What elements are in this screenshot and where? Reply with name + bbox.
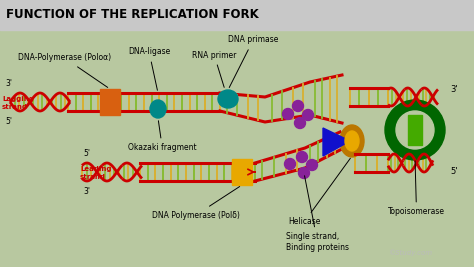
Bar — [0, 0, 474, 30]
Text: Leading
strand: Leading strand — [80, 166, 111, 180]
Ellipse shape — [345, 131, 359, 151]
Text: 5': 5' — [5, 117, 12, 127]
Ellipse shape — [150, 100, 166, 118]
Text: 3': 3' — [450, 85, 457, 95]
Text: ©Study.com: ©Study.com — [388, 250, 432, 256]
Circle shape — [292, 100, 303, 112]
Text: DNA primase: DNA primase — [228, 36, 278, 88]
Bar — [408, 115, 422, 145]
Bar — [232, 159, 252, 185]
Text: FUNCTION OF THE REPLICATION FORK: FUNCTION OF THE REPLICATION FORK — [6, 9, 259, 22]
Ellipse shape — [218, 90, 238, 108]
Circle shape — [283, 108, 293, 120]
Text: 3': 3' — [83, 187, 90, 197]
Text: Okazaki fragment: Okazaki fragment — [128, 121, 197, 152]
Circle shape — [385, 100, 445, 160]
Circle shape — [294, 117, 306, 128]
Text: 5': 5' — [83, 150, 90, 159]
Text: 3': 3' — [5, 80, 12, 88]
Polygon shape — [323, 128, 350, 156]
Text: RNA primer: RNA primer — [192, 50, 237, 87]
Ellipse shape — [340, 125, 364, 157]
Circle shape — [302, 109, 313, 120]
Circle shape — [284, 159, 295, 170]
Text: Lagging
strand: Lagging strand — [2, 96, 34, 110]
Circle shape — [299, 167, 310, 179]
Circle shape — [297, 151, 308, 163]
Text: 5': 5' — [450, 167, 457, 176]
Text: Helicase: Helicase — [288, 158, 350, 226]
Text: DNA-ligase: DNA-ligase — [128, 48, 170, 90]
Text: Single strand,
Binding proteins: Single strand, Binding proteins — [286, 176, 349, 252]
Text: DNA-Polymerase (Poloα): DNA-Polymerase (Poloα) — [18, 53, 111, 87]
Bar — [100, 89, 120, 115]
Circle shape — [396, 111, 434, 149]
Text: Topoisomerase: Topoisomerase — [388, 161, 445, 217]
Circle shape — [307, 159, 318, 171]
Text: DNA Polymerase (Polδ): DNA Polymerase (Polδ) — [152, 187, 240, 219]
